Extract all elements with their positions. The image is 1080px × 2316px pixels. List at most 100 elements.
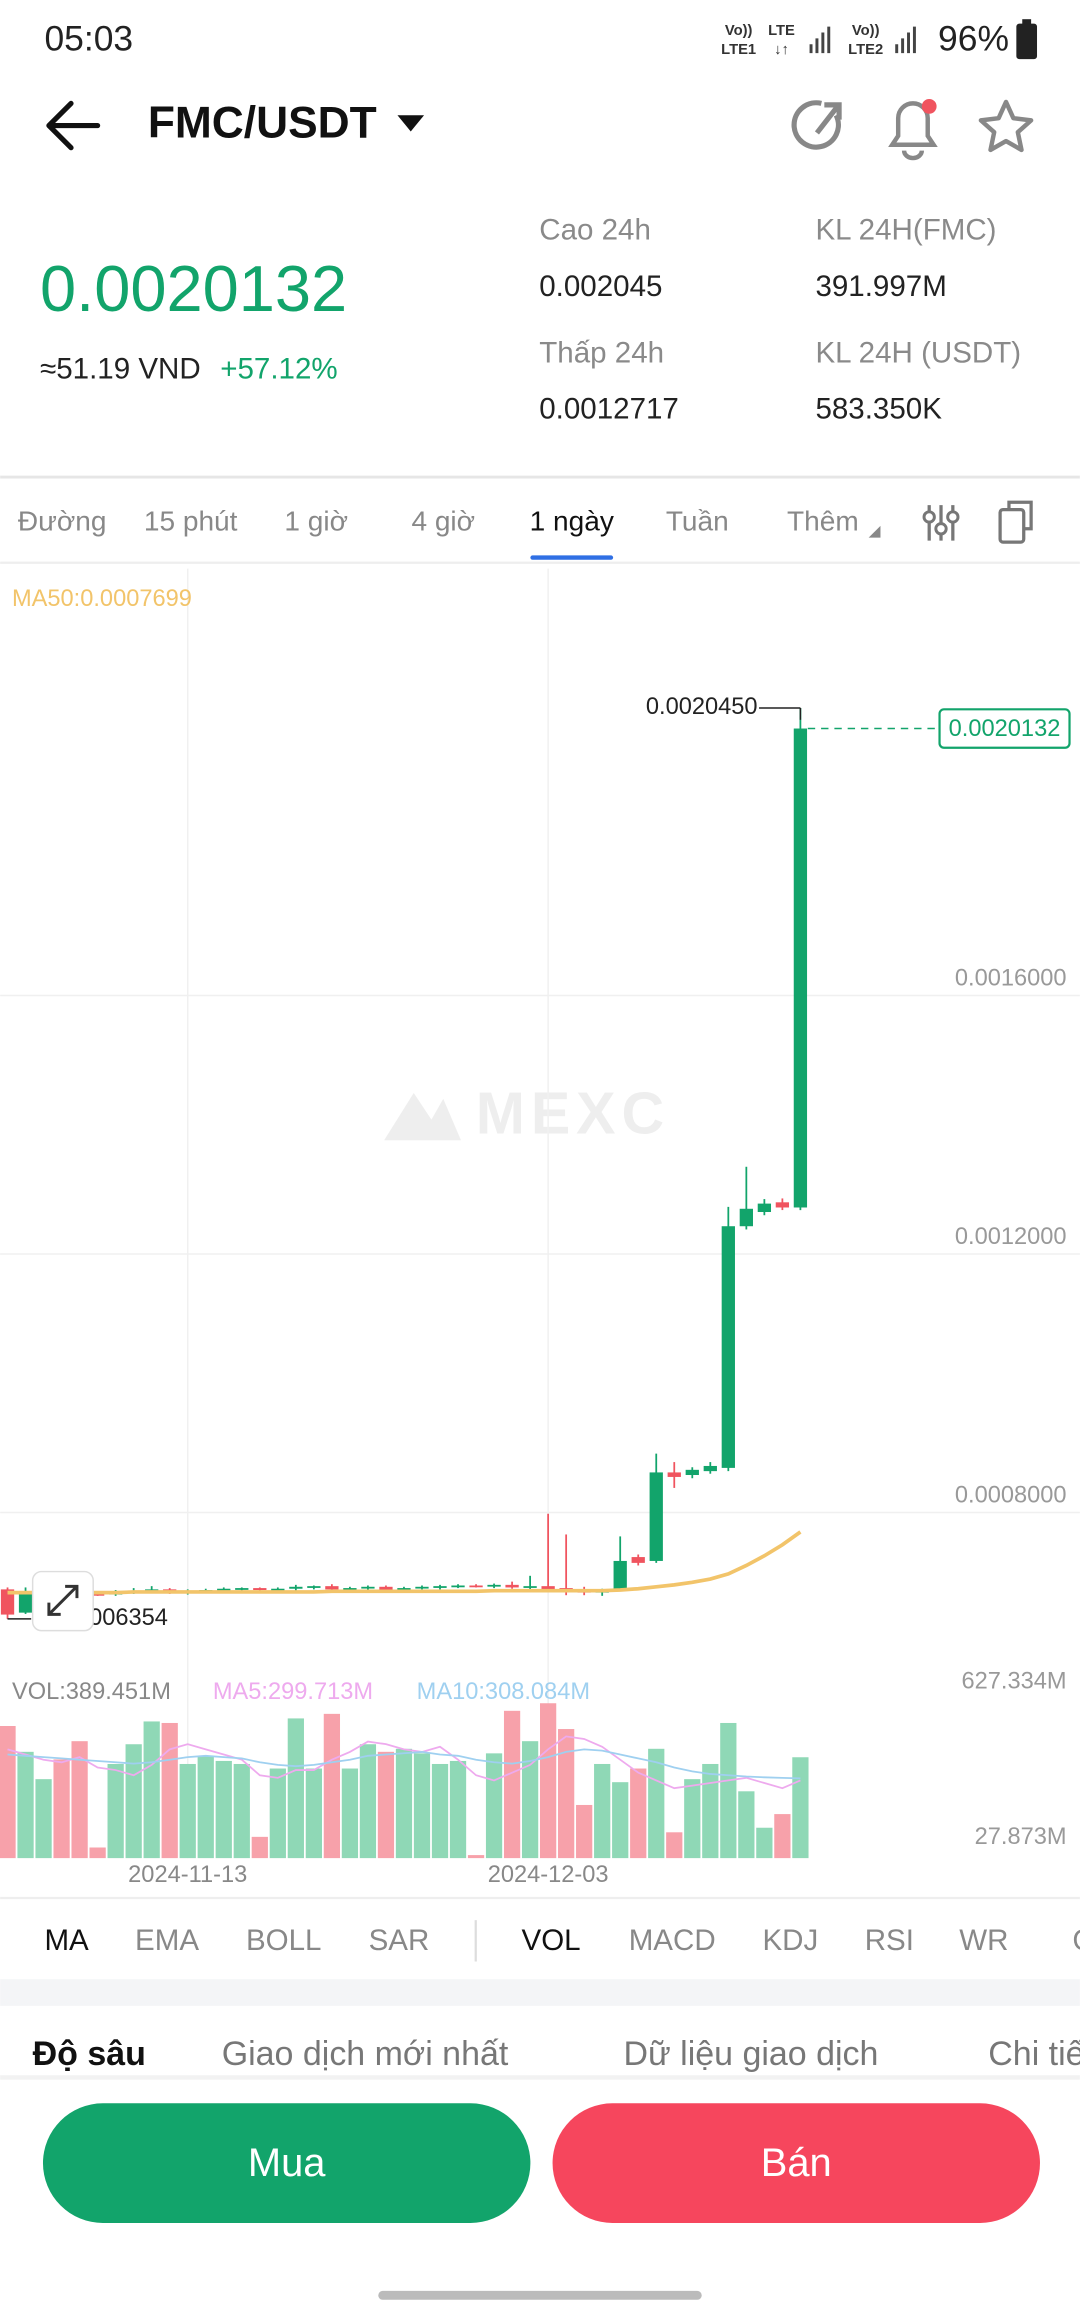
interval-tab[interactable]: Đường bbox=[18, 505, 107, 536]
indicator-tab[interactable]: RSI bbox=[865, 1924, 914, 1957]
stat-label: KL 24H(FMC) bbox=[815, 214, 996, 247]
volume-bar bbox=[287, 1718, 304, 1859]
candle-body bbox=[289, 1586, 303, 1589]
bottom-tab[interactable]: Dữ liệu giao dịch bbox=[623, 2035, 878, 2073]
status-sim: LTE2 bbox=[848, 42, 883, 58]
volume-bar bbox=[612, 1782, 629, 1859]
settings-icon bbox=[922, 510, 936, 524]
volume-bar bbox=[269, 1768, 286, 1859]
candle-body bbox=[415, 1586, 429, 1589]
volume-bar bbox=[720, 1722, 737, 1859]
share-button[interactable] bbox=[791, 100, 842, 150]
status-sim: Vo)) bbox=[852, 23, 880, 39]
volume-tick-label: 27.873M bbox=[975, 1824, 1067, 1850]
volume-bar bbox=[449, 1760, 467, 1859]
indicator-tab[interactable]: WR bbox=[959, 1924, 1008, 1957]
interval-tab[interactable]: Tuần bbox=[666, 505, 729, 536]
volume-bar bbox=[341, 1768, 359, 1859]
favorite-button[interactable] bbox=[978, 99, 1034, 153]
volume-bar bbox=[738, 1791, 755, 1859]
candle-body bbox=[0, 1589, 15, 1615]
ma5-label: MA5:299.713M bbox=[213, 1679, 373, 1705]
volume-bar bbox=[0, 1726, 16, 1859]
volume-bar bbox=[71, 1741, 88, 1859]
stat-value: 583.350K bbox=[815, 392, 942, 425]
volume-bar bbox=[359, 1744, 377, 1859]
layout-icon bbox=[998, 507, 1026, 544]
battery-icon bbox=[1016, 23, 1038, 60]
watermark: MEXC bbox=[476, 1081, 670, 1147]
y-tick-label: 0.0008000 bbox=[955, 1482, 1067, 1508]
last-price-tag bbox=[938, 708, 1071, 749]
fiat-price: ≈51.19 VND bbox=[40, 353, 201, 386]
candle-body bbox=[667, 1472, 681, 1477]
volume-bar bbox=[684, 1779, 701, 1859]
interval-tab[interactable]: 1 ngày bbox=[530, 505, 614, 536]
layout-button[interactable] bbox=[998, 500, 1033, 544]
bottom-tab[interactable]: Độ sâu bbox=[33, 2035, 146, 2073]
candle-body bbox=[793, 728, 808, 1208]
candle-body bbox=[18, 1591, 33, 1613]
status-time: 05:03 bbox=[44, 19, 133, 59]
status-sim: LTE1 bbox=[721, 42, 756, 58]
interval-tab[interactable]: 15 phút bbox=[144, 505, 238, 536]
expand-button[interactable] bbox=[31, 1570, 94, 1632]
buy-button[interactable]: Mua bbox=[42, 2103, 531, 2223]
candle-body bbox=[613, 1560, 627, 1590]
settings-icon bbox=[946, 510, 960, 524]
bottom-tab[interactable]: Chi tiết bbox=[988, 2035, 1080, 2073]
volume-label: VOL:389.451M bbox=[12, 1679, 171, 1705]
expand-icon bbox=[47, 1584, 79, 1616]
volume-bar bbox=[702, 1763, 719, 1859]
interval-tab[interactable]: 4 giờ bbox=[411, 505, 475, 536]
pair-selector[interactable]: FMC/USDT bbox=[148, 98, 425, 147]
candle-body bbox=[361, 1586, 375, 1589]
volume-bar bbox=[666, 1832, 683, 1859]
bell-icon bbox=[888, 101, 938, 161]
settings-button[interactable] bbox=[922, 505, 960, 541]
alert-button[interactable] bbox=[888, 98, 938, 161]
indicator-tab[interactable]: VOL bbox=[522, 1924, 581, 1957]
indicator-tab[interactable]: KDJ bbox=[762, 1924, 818, 1957]
candle-body bbox=[235, 1588, 249, 1590]
indicator-tab[interactable]: MA bbox=[44, 1924, 89, 1957]
candle-body bbox=[469, 1585, 483, 1588]
section-gap bbox=[0, 1979, 1080, 2006]
candle-body bbox=[649, 1472, 663, 1561]
sell-button[interactable]: Bán bbox=[552, 2103, 1040, 2223]
candle-body bbox=[739, 1208, 753, 1227]
back-arrow bbox=[46, 100, 101, 151]
indicator-tabs: MA EMA BOLL SAR VOL MACD KDJ RSI WR OBV bbox=[44, 1924, 1080, 1957]
candle-body bbox=[325, 1586, 339, 1590]
status-battery: 96% bbox=[938, 19, 1009, 59]
indicator-tab[interactable]: OBV bbox=[1072, 1924, 1080, 1957]
interval-tab[interactable]: 1 giờ bbox=[284, 505, 348, 536]
refresh-icon bbox=[791, 100, 841, 150]
indicator-tab[interactable]: EMA bbox=[135, 1924, 199, 1957]
indicator-tab[interactable]: BOLL bbox=[246, 1924, 322, 1957]
bottom-tab[interactable]: Giao dịch mới nhất bbox=[222, 2035, 509, 2073]
bottom-tabs: Độ sâu Giao dịch mới nhất Dữ liệu giao dịc… bbox=[33, 2035, 1080, 2073]
badge bbox=[921, 98, 937, 114]
stat-value: 0.0012717 bbox=[539, 392, 679, 425]
dropdown-icon bbox=[397, 115, 425, 132]
stat-value: 0.002045 bbox=[539, 270, 662, 303]
indicator-tab[interactable]: SAR bbox=[369, 1924, 430, 1957]
stat-value: 391.997M bbox=[815, 270, 946, 303]
back-button[interactable] bbox=[46, 100, 101, 151]
layout-icon bbox=[1007, 500, 1033, 531]
refresh-icon bbox=[814, 102, 842, 135]
volume-bar bbox=[630, 1768, 647, 1859]
volume-bar bbox=[251, 1836, 268, 1859]
interval-tab[interactable]: Thêm bbox=[787, 505, 859, 536]
ma-label: MA50:0.0007699 bbox=[12, 586, 192, 612]
volume-bar bbox=[594, 1763, 611, 1859]
indicator-tab[interactable]: MACD bbox=[629, 1924, 716, 1957]
volume-bar bbox=[648, 1748, 665, 1859]
volume-bar bbox=[89, 1847, 106, 1859]
candle-body bbox=[721, 1226, 735, 1468]
volume-bar bbox=[125, 1744, 142, 1859]
status-net: ↓↑ bbox=[774, 42, 789, 58]
y-tick-label: 0.0016000 bbox=[955, 966, 1067, 992]
